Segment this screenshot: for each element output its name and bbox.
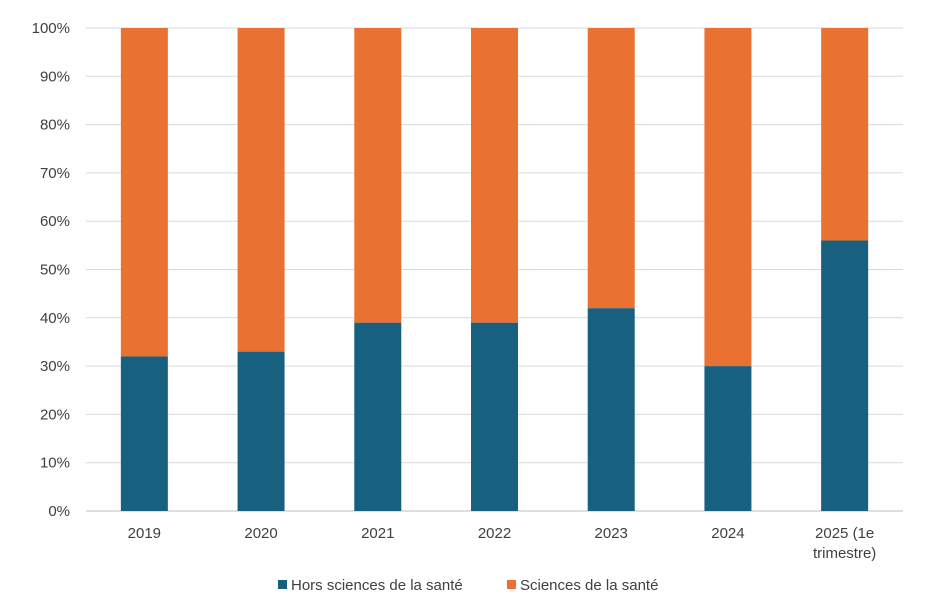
y-tick-label: 0% [48,503,70,520]
bar-segment-hors-sciences-2020 [237,351,285,511]
legend-swatch [278,580,287,589]
x-tick-label: 2025 (1e trimestre) [813,525,876,562]
y-tick-label: 10% [40,455,70,472]
y-tick-label: 70% [40,165,70,182]
y-tick-label: 80% [40,117,70,134]
bar-segment-sciences-2023 [587,28,635,309]
bar-segment-hors-sciences-2019 [120,356,168,511]
legend-swatch [507,580,516,589]
y-tick-label: 50% [40,262,70,279]
x-tick-label: 2019 [128,525,161,542]
legend-label: Sciences de la santé [520,577,658,594]
bars [120,28,869,511]
y-tick-label: 30% [40,358,70,375]
x-tick-label: 2024 [711,525,744,542]
x-tick-label: 2021 [361,525,394,542]
bar-segment-sciences-2025 [821,28,869,241]
y-tick-label: 100% [32,20,70,37]
legend-label: Hors sciences de la santé [291,577,463,594]
bar-segment-hors-sciences-2021 [354,322,402,511]
y-tick-label: 20% [40,406,70,423]
x-tick-label: 2022 [478,525,511,542]
bar-segment-sciences-2020 [237,28,285,352]
x-axis: 2019 2020 2021 2022 2023 2024 2025 (1e trimestr… [128,525,877,562]
y-tick-label: 90% [40,68,70,85]
x-tick-label: 2020 [244,525,277,542]
bar-segment-hors-sciences-2022 [471,322,518,511]
bar-segment-sciences-2022 [471,28,518,323]
bar-segment-hors-sciences-2024 [704,366,752,511]
bar-segment-hors-sciences-2025 [821,240,869,511]
y-tick-label: 40% [40,310,70,327]
x-tick-label: 2023 [595,525,628,542]
bar-segment-sciences-2019 [120,28,168,357]
bar-segment-sciences-2024 [704,28,752,367]
y-tick-label: 60% [40,213,70,230]
legend: Hors sciences de la santé Sciences de la … [278,577,658,594]
bar-segment-hors-sciences-2023 [587,308,635,511]
bar-segment-sciences-2021 [354,28,402,323]
y-axis: 0% 10% 20% 30% 40% 50% 60% 70% 80% 90% 100% [32,20,70,520]
